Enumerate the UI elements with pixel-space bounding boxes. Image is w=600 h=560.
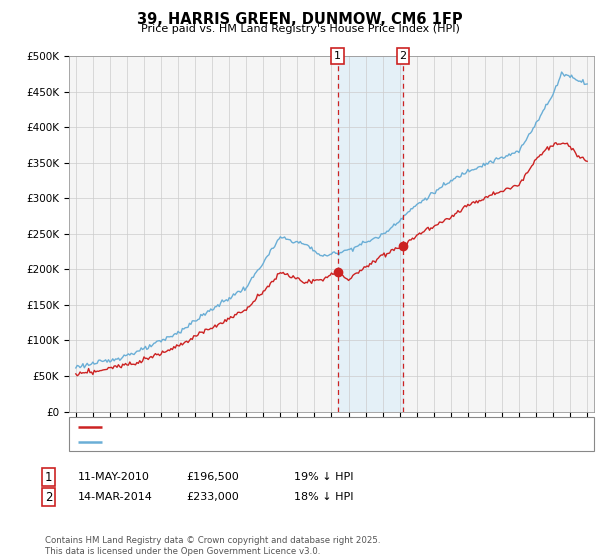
Text: 1: 1 <box>334 51 341 61</box>
Text: 39, HARRIS GREEN, DUNMOW, CM6 1FP: 39, HARRIS GREEN, DUNMOW, CM6 1FP <box>137 12 463 27</box>
Text: £233,000: £233,000 <box>186 492 239 502</box>
Text: Price paid vs. HM Land Registry's House Price Index (HPI): Price paid vs. HM Land Registry's House … <box>140 24 460 34</box>
Text: 2: 2 <box>45 491 53 504</box>
Text: 39, HARRIS GREEN, DUNMOW, CM6 1FP (semi-detached house): 39, HARRIS GREEN, DUNMOW, CM6 1FP (semi-… <box>106 422 423 432</box>
Text: 2: 2 <box>400 51 407 61</box>
Text: 19% ↓ HPI: 19% ↓ HPI <box>294 472 353 482</box>
Text: 18% ↓ HPI: 18% ↓ HPI <box>294 492 353 502</box>
Text: HPI: Average price, semi-detached house, Uttlesford: HPI: Average price, semi-detached house,… <box>106 437 367 447</box>
Text: Contains HM Land Registry data © Crown copyright and database right 2025.
This d: Contains HM Land Registry data © Crown c… <box>45 536 380 556</box>
Text: £196,500: £196,500 <box>186 472 239 482</box>
Text: 1: 1 <box>45 470 53 484</box>
Bar <box>338 56 403 412</box>
Text: 11-MAY-2010: 11-MAY-2010 <box>78 472 150 482</box>
Text: 14-MAR-2014: 14-MAR-2014 <box>78 492 153 502</box>
